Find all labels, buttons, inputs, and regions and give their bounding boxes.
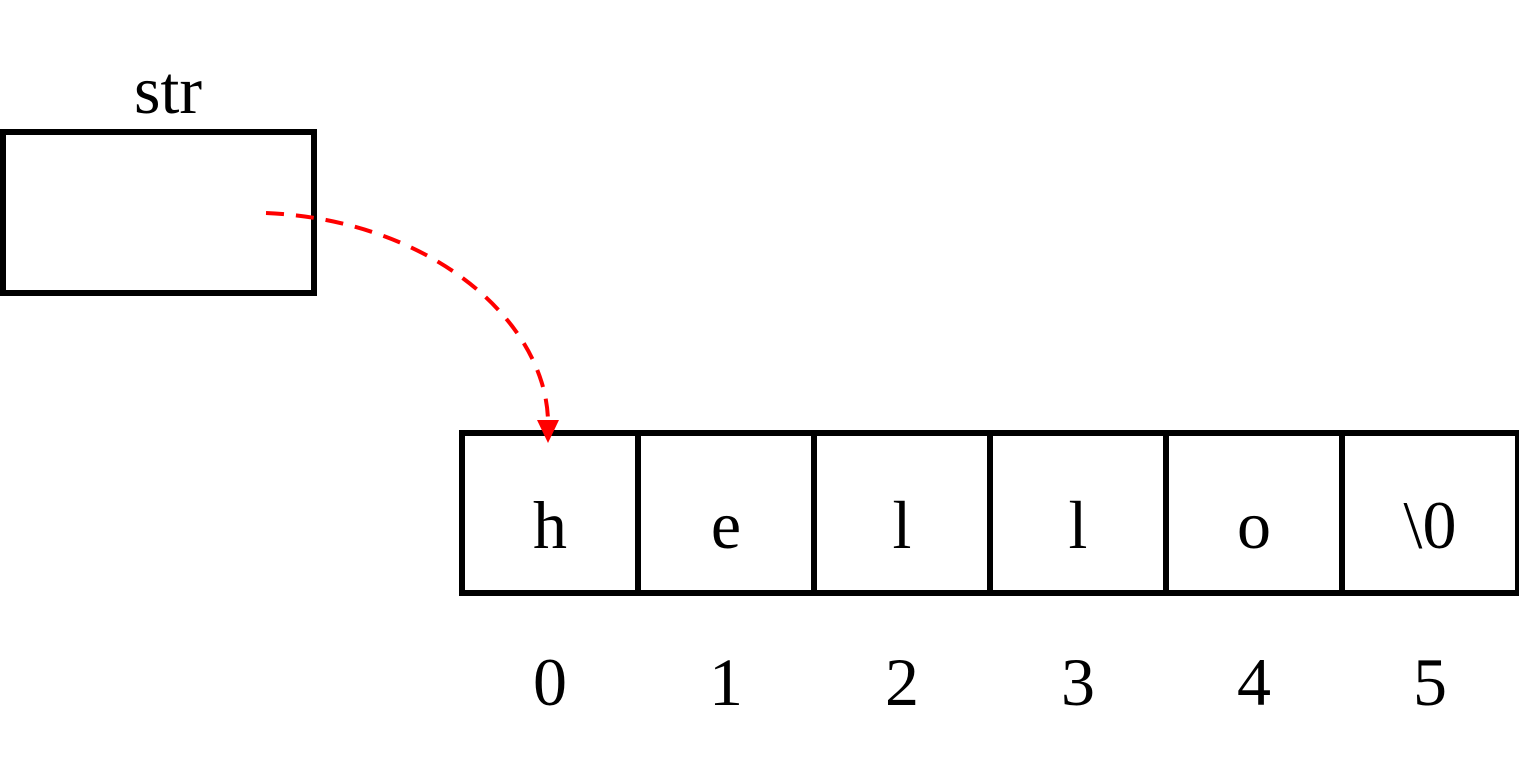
array-cell-char: l (1069, 487, 1088, 563)
array-cell (635, 430, 817, 596)
pointer-arrow (265, 211, 550, 421)
char-array: h 0 e 1 l 2 l 3 o 4 \0 5 (459, 430, 1519, 720)
array-cell-index: 3 (1061, 644, 1095, 720)
array-cell-char: o (1237, 487, 1271, 563)
pointer-label: str (134, 52, 202, 128)
array-cell-index: 4 (1237, 644, 1271, 720)
pointer-arrowhead (537, 420, 559, 443)
array-cell-index: 5 (1413, 644, 1447, 720)
pointer-box (0, 129, 317, 296)
array-cell-index: 0 (533, 644, 567, 720)
array-cell (459, 430, 641, 596)
array-cell (1339, 430, 1519, 596)
array-cell (987, 430, 1169, 596)
array-cell-char: e (711, 487, 741, 563)
array-cell-index: 1 (709, 644, 743, 720)
array-cell-char: \0 (1404, 487, 1457, 563)
array-cell-char: l (893, 487, 912, 563)
array-cell-char: h (533, 487, 567, 563)
array-cell (1163, 430, 1345, 596)
array-cell-index: 2 (885, 644, 919, 720)
